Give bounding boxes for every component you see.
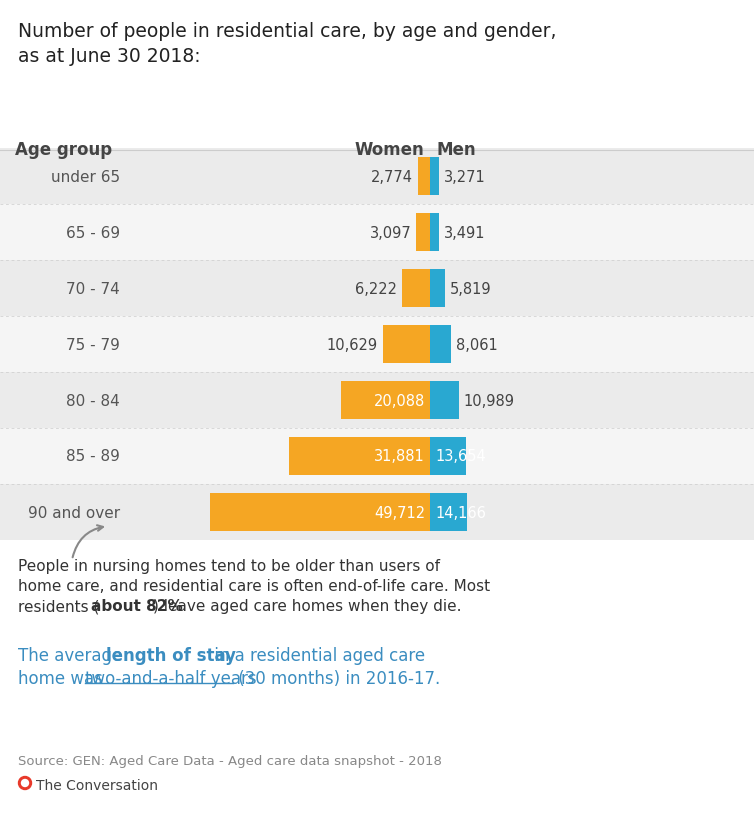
Text: 20,088: 20,088 [374, 393, 425, 408]
Bar [430, 270, 445, 308]
Bar [0, 316, 754, 373]
Bar [0, 149, 754, 205]
Bar [210, 493, 430, 532]
Text: 10,989: 10,989 [464, 393, 515, 408]
Text: 10,629: 10,629 [326, 337, 378, 352]
Text: Age group: Age group [15, 141, 112, 159]
Text: (30 months) in 2016-17.: (30 months) in 2016-17. [233, 669, 440, 687]
Bar [403, 270, 430, 308]
Text: 13,654: 13,654 [435, 449, 486, 464]
Text: 3,097: 3,097 [369, 225, 411, 240]
Bar [430, 158, 439, 195]
Text: home was: home was [18, 669, 108, 687]
Text: Women: Women [354, 141, 424, 159]
Bar [430, 382, 458, 420]
Text: The Conversation: The Conversation [36, 778, 158, 792]
Text: 2,774: 2,774 [371, 169, 412, 185]
Text: home care, and residential care is often end-of-life care. Most: home care, and residential care is often… [18, 578, 490, 594]
Text: 6,222: 6,222 [355, 282, 397, 296]
Bar [430, 214, 439, 252]
Circle shape [22, 779, 29, 787]
Text: under 65: under 65 [51, 169, 120, 185]
Text: about 82%: about 82% [91, 599, 182, 614]
Bar [289, 437, 430, 475]
Bar [430, 437, 466, 475]
Text: length of stay: length of stay [106, 646, 236, 664]
Bar [0, 373, 754, 428]
Bar [341, 382, 430, 420]
Text: residents (: residents ( [18, 599, 100, 614]
Bar [0, 261, 754, 316]
Bar [383, 325, 430, 363]
Text: 49,712: 49,712 [374, 505, 425, 520]
Circle shape [19, 777, 32, 790]
Text: Number of people in residential care, by age and gender,
as at June 30 2018:: Number of people in residential care, by… [18, 22, 556, 66]
Text: Men: Men [436, 141, 476, 159]
Bar [0, 484, 754, 541]
Text: Source: GEN: Aged Care Data - Aged care data snapshot - 2018: Source: GEN: Aged Care Data - Aged care … [18, 754, 442, 767]
Text: two-and-a-half years: two-and-a-half years [85, 669, 256, 687]
Text: 85 - 89: 85 - 89 [66, 449, 120, 464]
Bar [0, 205, 754, 261]
Bar [430, 493, 467, 532]
Text: 65 - 69: 65 - 69 [66, 225, 120, 240]
Text: 90 and over: 90 and over [28, 505, 120, 520]
Bar [418, 158, 430, 195]
Text: 3,271: 3,271 [443, 169, 486, 185]
Text: 8,061: 8,061 [456, 337, 498, 352]
Text: 75 - 79: 75 - 79 [66, 337, 120, 352]
Bar [430, 325, 451, 363]
Text: in a residential aged care: in a residential aged care [209, 646, 425, 664]
Text: People in nursing homes tend to be older than users of: People in nursing homes tend to be older… [18, 558, 440, 573]
Text: 70 - 74: 70 - 74 [66, 282, 120, 296]
Text: ) leave aged care homes when they die.: ) leave aged care homes when they die. [153, 599, 461, 614]
Bar [0, 428, 754, 484]
Text: 80 - 84: 80 - 84 [66, 393, 120, 408]
Text: 31,881: 31,881 [374, 449, 425, 464]
Bar [416, 214, 430, 252]
Text: 14,166: 14,166 [435, 505, 486, 520]
Text: The average: The average [18, 646, 127, 664]
Text: 5,819: 5,819 [450, 282, 492, 296]
Text: 3,491: 3,491 [444, 225, 486, 240]
